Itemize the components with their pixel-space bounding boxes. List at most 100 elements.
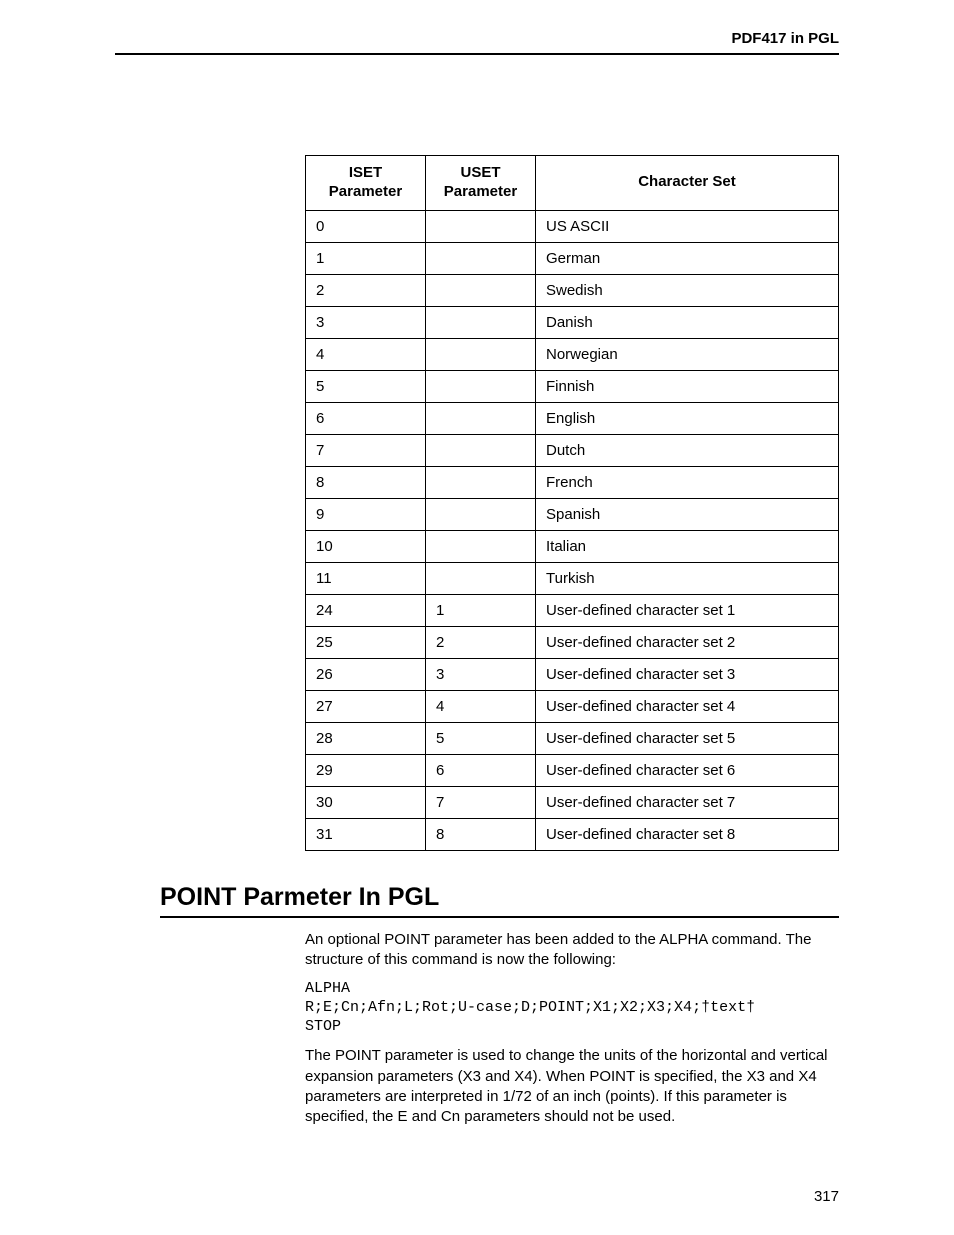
table-row: 8 French — [306, 466, 839, 498]
charset-table-head: ISET Parameter USET Parameter Character … — [306, 156, 839, 211]
cell-uset — [426, 210, 536, 242]
table-row: 11 Turkish — [306, 562, 839, 594]
table-row: 318User-defined character set 8 — [306, 818, 839, 850]
cell-charset: Finnish — [536, 370, 839, 402]
col-header-uset: USET Parameter — [426, 156, 536, 211]
cell-charset: User-defined character set 4 — [536, 690, 839, 722]
cell-uset — [426, 274, 536, 306]
cell-iset: 27 — [306, 690, 426, 722]
cell-iset: 31 — [306, 818, 426, 850]
cell-iset: 7 — [306, 434, 426, 466]
cell-iset: 0 — [306, 210, 426, 242]
cell-charset: Italian — [536, 530, 839, 562]
section-para-1: An optional POINT parameter has been add… — [305, 930, 839, 971]
section-heading: POINT Parmeter In PGL — [160, 883, 839, 918]
cell-uset — [426, 338, 536, 370]
col-header-iset-l1: ISET — [349, 164, 382, 181]
cell-charset: User-defined character set 1 — [536, 594, 839, 626]
col-header-uset-l2: Parameter — [444, 183, 517, 200]
col-header-uset-l1: USET — [460, 164, 500, 181]
section-body: An optional POINT parameter has been add… — [305, 930, 839, 1128]
cell-iset: 6 — [306, 402, 426, 434]
code-block: ALPHA R;E;Cn;Afn;L;Rot;U-case;D;POINT;X1… — [305, 980, 839, 1036]
cell-charset: User-defined character set 3 — [536, 658, 839, 690]
cell-uset: 8 — [426, 818, 536, 850]
table-row: 1 German — [306, 242, 839, 274]
cell-iset: 28 — [306, 722, 426, 754]
cell-charset: Spanish — [536, 498, 839, 530]
cell-charset: User-defined character set 6 — [536, 754, 839, 786]
table-row: 241User-defined character set 1 — [306, 594, 839, 626]
cell-iset: 5 — [306, 370, 426, 402]
cell-charset: User-defined character set 5 — [536, 722, 839, 754]
col-header-iset: ISET Parameter — [306, 156, 426, 211]
table-row: 2 Swedish — [306, 274, 839, 306]
cell-uset — [426, 402, 536, 434]
cell-uset — [426, 242, 536, 274]
cell-iset: 1 — [306, 242, 426, 274]
charset-table-body: 0US ASCII1German2Swedish3Danish4Norwegia… — [306, 210, 839, 850]
cell-uset — [426, 530, 536, 562]
cell-uset — [426, 562, 536, 594]
charset-table: ISET Parameter USET Parameter Character … — [305, 155, 839, 851]
cell-charset: Danish — [536, 306, 839, 338]
cell-iset: 29 — [306, 754, 426, 786]
cell-iset: 11 — [306, 562, 426, 594]
table-row: 6 English — [306, 402, 839, 434]
cell-uset: 1 — [426, 594, 536, 626]
cell-iset: 25 — [306, 626, 426, 658]
cell-charset: German — [536, 242, 839, 274]
col-header-cset: Character Set — [536, 156, 839, 211]
table-row: 274User-defined character set 4 — [306, 690, 839, 722]
table-row: 296User-defined character set 6 — [306, 754, 839, 786]
cell-iset: 8 — [306, 466, 426, 498]
cell-iset: 26 — [306, 658, 426, 690]
cell-iset: 3 — [306, 306, 426, 338]
cell-charset: French — [536, 466, 839, 498]
table-row: 7 Dutch — [306, 434, 839, 466]
cell-uset: 5 — [426, 722, 536, 754]
cell-charset: User-defined character set 8 — [536, 818, 839, 850]
cell-charset: US ASCII — [536, 210, 839, 242]
cell-uset: 2 — [426, 626, 536, 658]
cell-iset: 9 — [306, 498, 426, 530]
cell-iset: 30 — [306, 786, 426, 818]
cell-iset: 24 — [306, 594, 426, 626]
cell-uset — [426, 498, 536, 530]
cell-charset: User-defined character set 2 — [536, 626, 839, 658]
charset-header-row: ISET Parameter USET Parameter Character … — [306, 156, 839, 211]
table-row: 10 Italian — [306, 530, 839, 562]
col-header-cset-l1: Character Set — [638, 173, 736, 190]
table-row: 5 Finnish — [306, 370, 839, 402]
page-header-right: PDF417 in PGL — [115, 30, 839, 55]
table-row: 307User-defined character set 7 — [306, 786, 839, 818]
table-row: 9 Spanish — [306, 498, 839, 530]
table-row: 252User-defined character set 2 — [306, 626, 839, 658]
table-row: 0 US ASCII — [306, 210, 839, 242]
cell-charset: Norwegian — [536, 338, 839, 370]
col-header-iset-l2: Parameter — [329, 183, 402, 200]
cell-uset: 6 — [426, 754, 536, 786]
cell-uset — [426, 306, 536, 338]
table-row: 4Norwegian — [306, 338, 839, 370]
cell-uset: 4 — [426, 690, 536, 722]
cell-iset: 10 — [306, 530, 426, 562]
charset-table-wrap: ISET Parameter USET Parameter Character … — [305, 155, 839, 851]
cell-uset: 7 — [426, 786, 536, 818]
table-row: 3 Danish — [306, 306, 839, 338]
page: PDF417 in PGL ISET Parameter USET Parame… — [0, 0, 954, 1235]
cell-iset: 2 — [306, 274, 426, 306]
cell-charset: Swedish — [536, 274, 839, 306]
cell-uset — [426, 434, 536, 466]
cell-charset: Turkish — [536, 562, 839, 594]
table-row: 263User-defined character set 3 — [306, 658, 839, 690]
cell-uset — [426, 466, 536, 498]
page-number: 317 — [814, 1188, 839, 1205]
table-row: 285User-defined character set 5 — [306, 722, 839, 754]
cell-charset: Dutch — [536, 434, 839, 466]
cell-uset: 3 — [426, 658, 536, 690]
cell-uset — [426, 370, 536, 402]
cell-charset: User-defined character set 7 — [536, 786, 839, 818]
section-para-2: The POINT parameter is used to change th… — [305, 1046, 839, 1127]
cell-charset: English — [536, 402, 839, 434]
